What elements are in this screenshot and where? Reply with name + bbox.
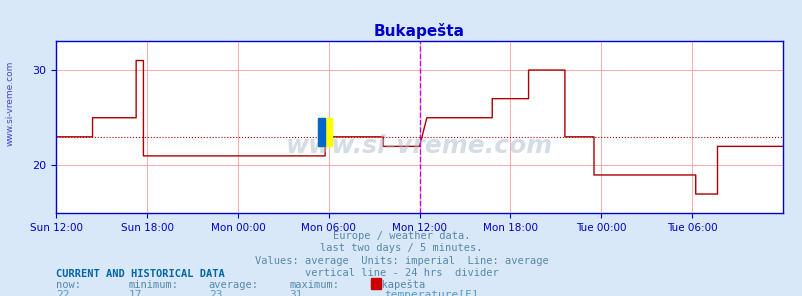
Title: Bukaреšta: Bukaреšta	[374, 23, 464, 39]
Text: CURRENT AND HISTORICAL DATA: CURRENT AND HISTORICAL DATA	[56, 269, 225, 279]
Text: www.si-vreme.com: www.si-vreme.com	[286, 134, 553, 158]
Text: last two days / 5 minutes.: last two days / 5 minutes.	[320, 243, 482, 253]
Text: vertical line - 24 hrs  divider: vertical line - 24 hrs divider	[304, 268, 498, 278]
Text: minimum:: minimum:	[128, 280, 178, 290]
Bar	[318, 118, 332, 146]
Text: 23: 23	[209, 290, 222, 296]
Text: www.si-vreme.com: www.si-vreme.com	[5, 61, 14, 146]
Text: Values: average  Units: imperial  Line: average: Values: average Units: imperial Line: av…	[254, 256, 548, 266]
Text: Bukaреšta: Bukaреšta	[369, 280, 425, 290]
Bar	[318, 118, 325, 146]
Text: 17: 17	[128, 290, 142, 296]
Text: 22: 22	[56, 290, 70, 296]
Text: temperature[F]: temperature[F]	[383, 290, 478, 296]
Text: 31: 31	[289, 290, 302, 296]
Text: average:: average:	[209, 280, 258, 290]
Text: now:: now:	[56, 280, 81, 290]
Text: maximum:: maximum:	[289, 280, 338, 290]
Text: Europe / weather data.: Europe / weather data.	[332, 231, 470, 241]
